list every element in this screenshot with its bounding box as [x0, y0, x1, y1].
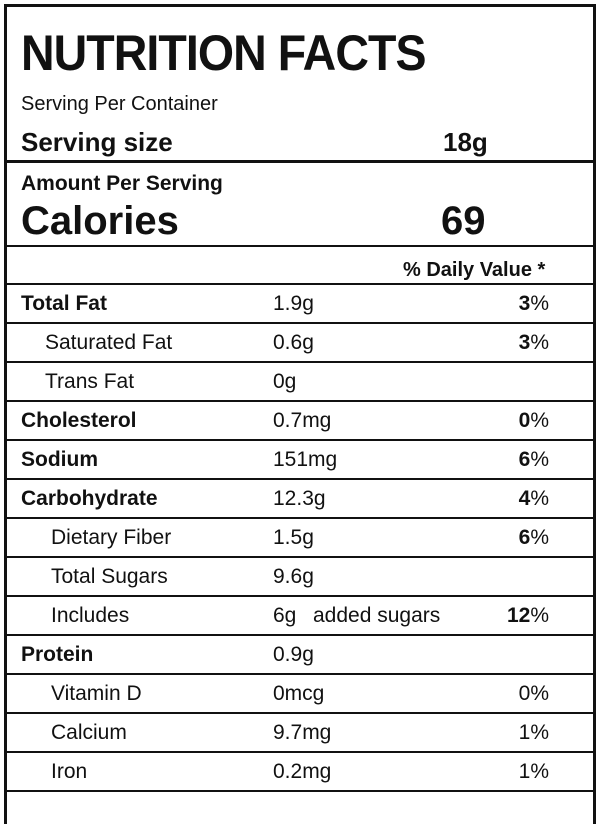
- nutrient-row-saturated-fat: Saturated Fat 0.6g 3%: [7, 322, 593, 361]
- nutrient-amount: 0.9g: [273, 643, 314, 666]
- nutrient-row-sodium: Sodium 151mg 6%: [7, 439, 593, 478]
- calories-value: 69: [441, 199, 486, 243]
- nutrient-amount: 0g: [273, 370, 297, 393]
- serving-per-container: Serving Per Container: [21, 93, 218, 115]
- nutrient-amount: 1.9g: [273, 292, 314, 315]
- nutrient-name: Total Sugars: [51, 565, 168, 588]
- nutrient-daily-value: 1%: [518, 721, 549, 744]
- nutrient-row-added-sugars: Includes 6g added sugars 12%: [7, 595, 593, 634]
- nutrient-amount: 0mcg: [273, 682, 325, 705]
- nutrient-daily-value: 3%: [518, 292, 549, 315]
- nutrient-daily-value: 6%: [518, 526, 549, 549]
- divider: [7, 160, 593, 163]
- nutrient-name: Cholesterol: [21, 409, 137, 432]
- nutrient-row-carbohydrate: Carbohydrate 12.3g 4%: [7, 478, 593, 517]
- nutrient-name: Iron: [51, 760, 88, 783]
- label-title: NUTRITION FACTS: [21, 25, 426, 81]
- serving-size-value: 18g: [443, 127, 488, 157]
- nutrient-row-iron: Iron 0.2mg 1%: [7, 751, 593, 790]
- nutrient-name: Sodium: [21, 448, 98, 471]
- nutrient-name: Saturated Fat: [45, 331, 173, 354]
- nutrient-row-vitamin-d: Vitamin D 0mcg 0%: [7, 673, 593, 712]
- nutrient-row-total-sugars: Total Sugars 9.6g: [7, 556, 593, 595]
- nutrient-row-calcium: Calcium 9.7mg 1%: [7, 712, 593, 751]
- nutrient-daily-value: 12%: [506, 604, 549, 627]
- nutrient-row-protein: Protein 0.9g: [7, 634, 593, 673]
- nutrient-amount: 0.2mg: [273, 760, 332, 783]
- nutrient-name: Dietary Fiber: [51, 526, 172, 549]
- nutrient-name: Protein: [21, 643, 94, 666]
- amount-per-serving: Amount Per Serving: [21, 172, 223, 195]
- nutrient-daily-value: 6%: [518, 448, 549, 471]
- nutrient-amount: 151mg: [273, 448, 338, 471]
- nutrient-amount: 9.6g: [273, 565, 314, 588]
- calories-label: Calories: [21, 199, 179, 243]
- nutrient-daily-value: 0%: [518, 682, 549, 705]
- nutrient-name: Total Fat: [21, 292, 107, 315]
- nutrient-name: Calcium: [51, 721, 127, 744]
- nutrient-amount: 0.7mg: [273, 409, 332, 432]
- nutrient-amount: 9.7mg: [273, 721, 332, 744]
- daily-value-header: % Daily Value *: [403, 259, 546, 281]
- nutrient-extra-label: added sugars: [313, 604, 441, 627]
- nutrient-amount: 0.6g: [273, 331, 314, 354]
- nutrient-daily-value: 4%: [518, 487, 549, 510]
- nutrient-row-dietary-fiber: Dietary Fiber 1.5g 6%: [7, 517, 593, 556]
- nutrient-row-trans-fat: Trans Fat 0g: [7, 361, 593, 400]
- nutrient-row-cholesterol: Cholesterol 0.7mg 0%: [7, 400, 593, 439]
- nutrient-daily-value: 1%: [518, 760, 549, 783]
- serving-size-label: Serving size: [21, 127, 173, 157]
- nutrient-amount: 12.3g: [273, 487, 326, 510]
- divider: [7, 245, 593, 247]
- nutrient-name: Carbohydrate: [21, 487, 158, 510]
- nutrient-name: Includes: [51, 604, 130, 627]
- nutrient-row-cutoff: [7, 790, 593, 829]
- nutrient-amount: 1.5g: [273, 526, 314, 549]
- nutrient-name: Trans Fat: [45, 370, 135, 393]
- nutrient-row-total-fat: Total Fat 1.9g 3%: [7, 283, 593, 322]
- nutrient-daily-value: 0%: [518, 409, 549, 432]
- nutrient-name: Vitamin D: [51, 682, 142, 705]
- nutrition-facts-label: NUTRITION FACTS Serving Per Container Se…: [4, 4, 596, 824]
- nutrient-daily-value: 3%: [518, 331, 549, 354]
- nutrient-amount: 6g: [273, 604, 297, 627]
